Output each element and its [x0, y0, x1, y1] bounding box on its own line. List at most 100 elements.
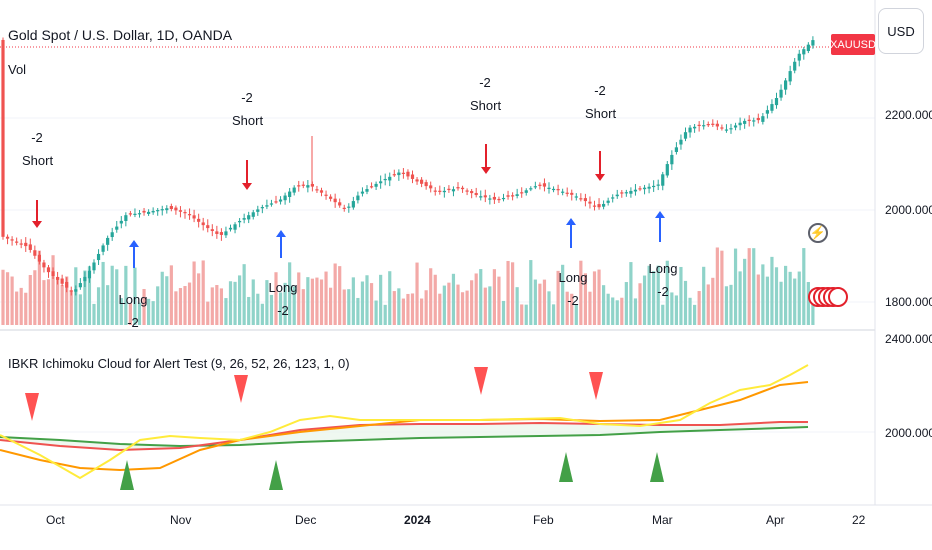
- candle-body: [470, 191, 474, 194]
- volume-bar: [579, 260, 583, 325]
- candle-body: [806, 44, 810, 52]
- candle-body: [738, 122, 742, 126]
- candle-body: [761, 116, 765, 122]
- candle-body: [642, 187, 647, 190]
- candle-body: [542, 183, 547, 187]
- candle-body: [87, 270, 92, 279]
- volume-bar: [74, 267, 78, 325]
- price-axis-label: 2400.000: [885, 332, 932, 346]
- volume-bar: [811, 288, 815, 325]
- volume-bar: [702, 266, 706, 325]
- long-arrow: [566, 218, 576, 225]
- candle-body: [501, 197, 506, 200]
- volume-bar: [697, 291, 701, 325]
- short-arrow: [32, 221, 42, 228]
- candle-body: [511, 195, 515, 197]
- short-signal-label: -2 Short: [232, 90, 264, 128]
- volume-bar: [219, 288, 223, 325]
- candle-body: [438, 190, 442, 192]
- long-signal-label: Long -2: [648, 261, 678, 299]
- candle-body: [529, 188, 533, 190]
- long-arrow: [129, 240, 139, 247]
- time-axis-label: Feb: [533, 513, 554, 527]
- volume-bar: [774, 267, 779, 325]
- candle-body: [797, 53, 801, 61]
- volume-bar: [802, 248, 806, 325]
- candle-body: [388, 176, 392, 181]
- buy-marker: [269, 460, 283, 490]
- volume-bar: [206, 301, 210, 325]
- volume-bar: [729, 284, 733, 325]
- volume-bar: [551, 304, 556, 325]
- candle-body: [128, 213, 132, 215]
- volume-bar: [42, 280, 46, 325]
- volume-bar: [201, 260, 205, 325]
- volume-bar: [156, 286, 160, 325]
- candle-body: [406, 171, 410, 177]
- volume-bar: [438, 293, 442, 325]
- volume-bar: [460, 292, 465, 325]
- candle-body: [315, 189, 319, 191]
- volume-bar: [451, 273, 456, 325]
- candle-body: [424, 182, 428, 187]
- volume-bar: [383, 304, 387, 325]
- candle-body: [96, 253, 101, 261]
- candle-body: [28, 244, 32, 250]
- volume-bar: [629, 262, 633, 325]
- volume-bar: [620, 297, 624, 325]
- candle-body: [69, 290, 73, 292]
- volume-bar: [793, 278, 797, 325]
- volume-bar: [128, 303, 132, 325]
- volume-bar: [738, 271, 742, 325]
- time-axis-label: Apr: [766, 513, 785, 527]
- candle-body: [533, 186, 537, 188]
- volume-bar: [101, 261, 105, 325]
- flash-icon[interactable]: ⚡: [808, 223, 828, 243]
- candle-body: [788, 71, 792, 82]
- candle-body: [652, 185, 656, 188]
- volume-bar: [447, 282, 451, 325]
- time-axis-label: 22: [852, 513, 866, 527]
- candle-body: [256, 209, 260, 212]
- candle-body: [733, 125, 738, 128]
- buy-marker: [120, 460, 134, 490]
- candle-body: [169, 206, 173, 210]
- candle-body: [278, 199, 283, 202]
- candle-body: [174, 207, 178, 211]
- short-signal-label: -2 Short: [22, 130, 54, 168]
- volume-bar: [24, 292, 28, 325]
- volume-bar: [524, 304, 528, 325]
- candle-body: [611, 197, 615, 199]
- volume-bar: [238, 275, 242, 325]
- candle-body: [5, 236, 10, 239]
- volume-bar: [720, 250, 724, 325]
- time-axis-label: Nov: [170, 513, 192, 527]
- candle-body: [793, 61, 797, 71]
- volume-bar: [269, 294, 274, 325]
- volume-bar: [693, 304, 697, 325]
- candle-body: [711, 123, 715, 125]
- candle-body: [274, 201, 278, 203]
- candle-body: [133, 213, 137, 215]
- candle-body: [688, 127, 692, 133]
- currency-button[interactable]: USD: [878, 8, 924, 54]
- volume-bar: [501, 300, 506, 325]
- volume-bar: [15, 291, 19, 325]
- candle-body: [497, 198, 501, 201]
- candle-body: [83, 276, 87, 282]
- candle-body: [10, 239, 14, 241]
- volume-bar: [547, 291, 551, 325]
- volume-bar: [360, 281, 365, 325]
- volume-bar: [224, 298, 228, 325]
- volume-bar: [597, 269, 601, 325]
- candle-body: [260, 207, 264, 209]
- long-signal-label: Long -2: [268, 280, 298, 318]
- candle-body: [342, 207, 346, 209]
- candle-body: [365, 189, 369, 192]
- volume-bar: [374, 300, 378, 325]
- candle-body: [442, 190, 446, 193]
- time-axis-label: Mar: [652, 513, 673, 527]
- candle-body: [183, 212, 187, 214]
- candle-body: [410, 174, 415, 179]
